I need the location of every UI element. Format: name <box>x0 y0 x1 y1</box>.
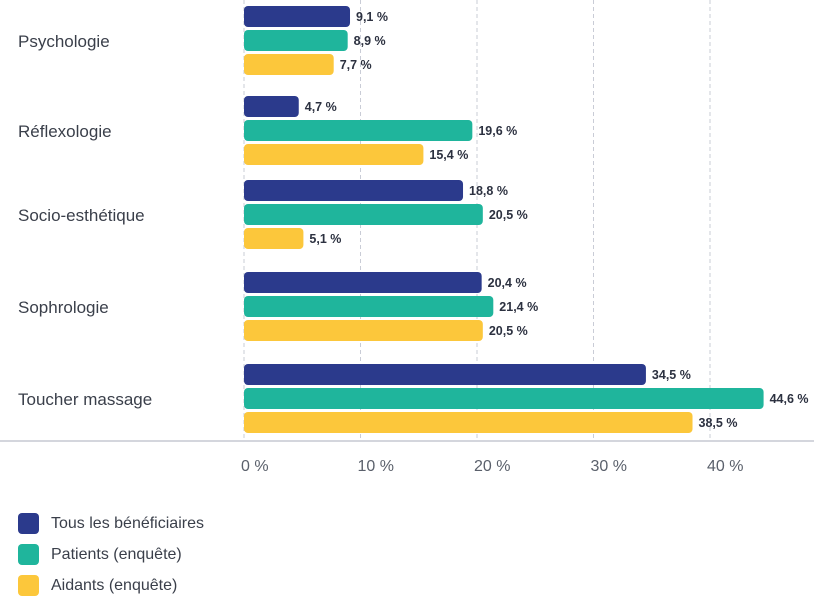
category-label: Réflexologie <box>18 122 112 141</box>
legend-label: Aidants (enquête) <box>51 576 178 594</box>
category-label: Sophrologie <box>18 298 109 317</box>
category-label: Psychologie <box>18 32 110 51</box>
bar <box>244 204 483 225</box>
data-label: 15,4 % <box>429 148 468 162</box>
legend-swatch <box>18 544 39 565</box>
data-label: 4,7 % <box>305 100 337 114</box>
x-tick-label: 30 % <box>591 458 627 475</box>
data-label: 20,5 % <box>489 324 528 338</box>
bar <box>244 412 693 433</box>
bar <box>244 54 334 75</box>
legend-label: Tous les bénéficiaires <box>51 514 204 532</box>
bar <box>244 30 348 51</box>
data-label: 8,9 % <box>354 34 386 48</box>
bar <box>244 180 464 201</box>
bar-chart: 0 % 10 % 20 % 30 % 40 % Psychologie 9,1 % 8,9 %… <box>0 0 814 475</box>
data-label: 21,4 % <box>499 300 538 314</box>
data-label: 9,1 % <box>356 10 388 24</box>
bar <box>244 96 299 117</box>
bar <box>244 272 482 293</box>
data-label: 20,4 % <box>488 276 527 290</box>
bar <box>244 364 646 385</box>
bar <box>244 144 424 165</box>
bar <box>244 320 483 341</box>
data-label: 34,5 % <box>652 368 691 382</box>
x-tick-label: 10 % <box>358 458 394 475</box>
legend-item-tous-les-beneficiaires: Tous les bénéficiaires <box>18 508 204 539</box>
data-label: 18,8 % <box>469 184 508 198</box>
bar <box>244 296 494 317</box>
legend-swatch <box>18 513 39 534</box>
bar <box>244 6 351 27</box>
data-label: 38,5 % <box>699 416 738 430</box>
legend-swatch <box>18 575 39 596</box>
bar <box>244 388 764 409</box>
category-label: Socio-esthétique <box>18 206 145 225</box>
legend-item-patients: Patients (enquête) <box>18 539 204 570</box>
x-tick-label: 0 % <box>241 458 269 475</box>
data-label: 19,6 % <box>478 124 517 138</box>
data-label: 20,5 % <box>489 208 528 222</box>
data-label: 7,7 % <box>340 58 372 72</box>
legend-label: Patients (enquête) <box>51 545 182 563</box>
x-tick-label: 20 % <box>474 458 510 475</box>
legend-item-aidants: Aidants (enquête) <box>18 570 204 601</box>
data-label: 44,6 % <box>770 392 809 406</box>
category-label: Toucher massage <box>18 390 152 409</box>
legend: Tous les bénéficiaires Patients (enquête… <box>18 508 204 601</box>
bar <box>244 120 473 141</box>
x-tick-label: 40 % <box>707 458 743 475</box>
data-label: 5,1 % <box>309 232 341 246</box>
bar <box>244 228 304 249</box>
